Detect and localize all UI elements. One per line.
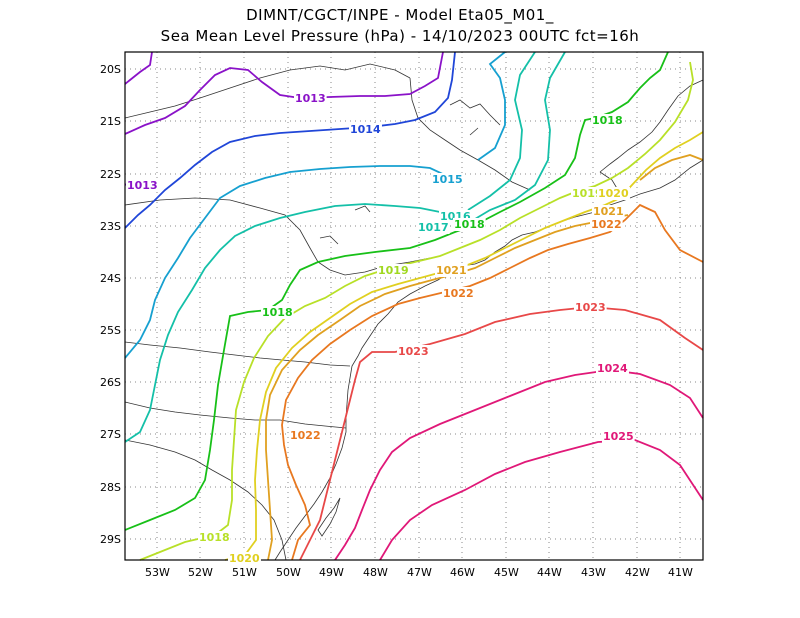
lon-label: 49W — [319, 566, 344, 579]
isobar-label-background — [294, 92, 327, 105]
isobar-label: 1020 — [598, 187, 629, 200]
isobar-label-background — [377, 264, 410, 277]
graticule — [125, 52, 703, 560]
lon-label: 50W — [276, 566, 301, 579]
longitude-labels: 53W 52W 51W 50W 49W 48W 47W 46W 45W 44W … — [145, 566, 693, 579]
isobar-1013-a — [124, 51, 153, 85]
isobar-label-background — [289, 429, 322, 442]
isobar-label: 1022 — [290, 429, 321, 442]
isobar-label: 1018 — [199, 531, 230, 544]
coastline-north — [599, 79, 704, 173]
isobar-label-background — [597, 187, 630, 200]
lagoa-dos-patos — [317, 497, 341, 537]
isobar-label: 1019 — [572, 187, 603, 200]
isobar-1014 — [124, 51, 456, 229]
isobar-label-background — [397, 345, 430, 358]
isobars — [124, 51, 704, 561]
lon-label: 47W — [407, 566, 432, 579]
lon-label: 44W — [537, 566, 562, 579]
border-argentina — [124, 439, 287, 561]
isobar-label-background — [442, 287, 475, 300]
lat-label: 29S — [100, 533, 121, 546]
isobar-label-background — [602, 430, 635, 443]
isobar-1022 — [281, 203, 704, 561]
isobar-label-background — [349, 123, 382, 136]
isobar-label-background — [571, 187, 604, 200]
border-mg-rj — [409, 77, 531, 191]
isobar-label-background — [435, 264, 468, 277]
isobar-label-background — [596, 362, 629, 375]
isobar-label: 1013 — [295, 92, 326, 105]
lon-label: 53W — [145, 566, 170, 579]
isobar-1020 — [224, 131, 704, 561]
isobar-label: 1018 — [592, 114, 623, 127]
lat-label: 20S — [100, 63, 121, 76]
lon-label: 41W — [668, 566, 693, 579]
isobar-label: 1019 — [378, 264, 409, 277]
isobar-label: 1013 — [127, 179, 158, 192]
isobar-label: 1018 — [262, 306, 293, 319]
isobar-labels: 1013 1013 1014 1015 1016 1017 1018 1018 … — [126, 92, 635, 565]
lat-label: 23S — [100, 220, 121, 233]
latitude-labels: 20S 21S 22S 23S 24S 25S 26S 27S 28S 29S — [100, 63, 121, 546]
lon-label: 46W — [450, 566, 475, 579]
isobar-label-background — [126, 179, 159, 192]
isobar-label: 1021 — [593, 205, 624, 218]
map-frame — [124, 51, 704, 561]
lat-label: 26S — [100, 376, 121, 389]
isobar-1019 — [139, 61, 694, 561]
lat-label: 22S — [100, 168, 121, 181]
isobar-label-background — [261, 306, 294, 319]
isobar-label: 1022 — [443, 287, 474, 300]
isobar-label: 1017 — [418, 221, 449, 234]
lake-reservoirs — [319, 99, 501, 245]
isobar-label: 1015 — [432, 173, 463, 186]
isobar-1016 — [124, 51, 536, 443]
border-rs-sc — [124, 401, 347, 429]
isobar-1017 — [469, 51, 566, 223]
lon-label: 45W — [494, 566, 519, 579]
isobar-label-background — [590, 218, 623, 231]
isobar-label-background — [417, 221, 450, 234]
lat-label: 28S — [100, 481, 121, 494]
isobar-label-background — [198, 531, 231, 544]
lat-label: 25S — [100, 324, 121, 337]
isobar-1025 — [379, 439, 704, 561]
isobar-1013-b — [124, 51, 444, 135]
isobar-label-background — [591, 114, 624, 127]
isobar-label: 1014 — [350, 123, 381, 136]
isobar-label: 1020 — [229, 552, 260, 565]
lon-label: 52W — [188, 566, 213, 579]
lon-label: 51W — [232, 566, 257, 579]
lon-label: 48W — [363, 566, 388, 579]
isobar-label-background — [453, 218, 486, 231]
isobar-label: 1021 — [436, 264, 467, 277]
chart-title-line-1: DIMNT/CGCT/INPE - Model Eta05_M01_ — [246, 6, 554, 24]
isobar-label-background — [574, 301, 607, 314]
isobar-label: 1025 — [603, 430, 634, 443]
lon-label: 42W — [625, 566, 650, 579]
isobar-label: 1022 — [591, 218, 622, 231]
isobar-1021 — [265, 154, 704, 561]
isobar-label-background — [228, 552, 261, 565]
isobar-label: 1018 — [454, 218, 485, 231]
lat-label: 21S — [100, 115, 121, 128]
isobar-label: 1023 — [398, 345, 429, 358]
isobar-label: 1023 — [575, 301, 606, 314]
coastline-and-borders — [124, 63, 704, 561]
lon-label: 43W — [581, 566, 606, 579]
lat-label: 27S — [100, 428, 121, 441]
isobar-label-background — [592, 205, 625, 218]
chart-title-line-2: Sea Mean Level Pressure (hPa) - 14/10/20… — [160, 27, 640, 45]
isobar-1015 — [124, 51, 506, 359]
lat-label: 24S — [100, 272, 121, 285]
isobar-label: 1024 — [597, 362, 628, 375]
isobar-1024 — [334, 369, 704, 561]
isobar-label-background — [431, 173, 464, 186]
border-sp-mg — [124, 63, 411, 119]
